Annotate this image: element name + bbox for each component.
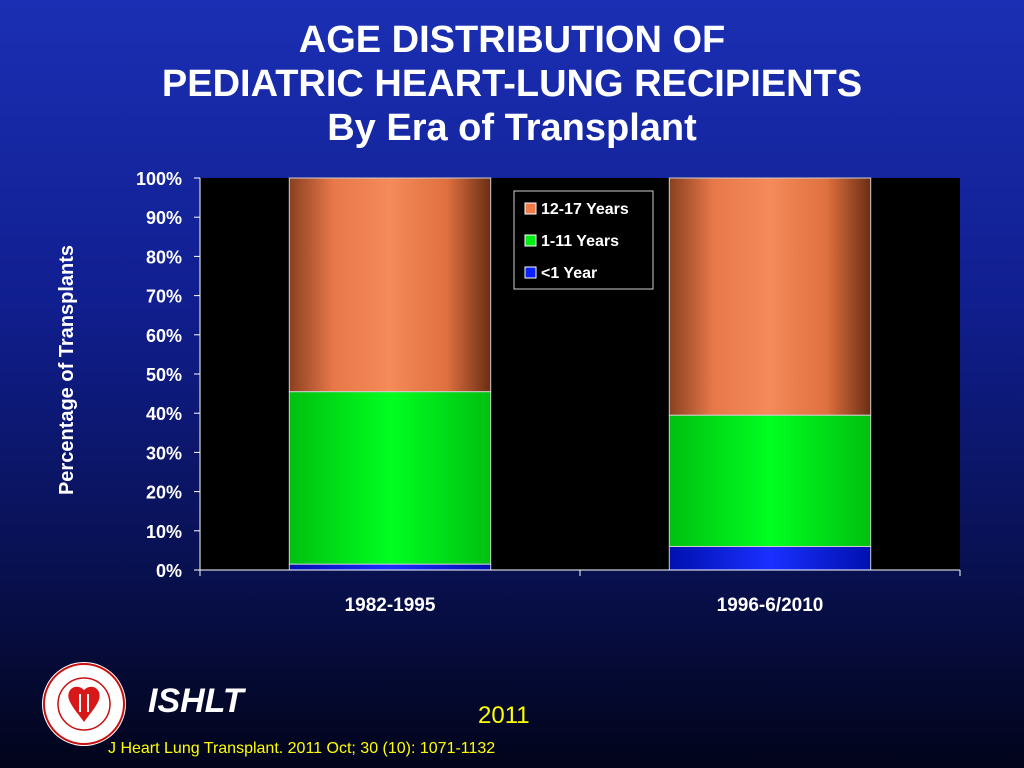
y-tick-label: 30% — [146, 443, 182, 463]
y-tick-label: 100% — [136, 169, 182, 189]
x-tick-label: 1982-1995 — [345, 595, 436, 616]
y-tick-label: 90% — [146, 208, 182, 228]
bar-segment-1-1-11-years — [288, 391, 492, 565]
y-tick-label: 10% — [146, 522, 182, 542]
y-tick-label: 20% — [146, 483, 182, 503]
title-line-3: By Era of Transplant — [327, 107, 697, 149]
title-line-2: PEDIATRIC HEART-LUNG RECIPIENTS — [161, 63, 863, 105]
legend-label: 12-17 Years — [541, 201, 629, 218]
y-tick-label: 0% — [156, 561, 182, 581]
y-tick-label: 40% — [146, 404, 182, 424]
legend: 12-17 Years 1-11 Years <1 Year — [513, 190, 654, 290]
legend-swatch — [524, 266, 537, 279]
ishlt-seal-icon — [42, 662, 126, 746]
y-tick-label: 80% — [146, 247, 182, 267]
legend-label: 1-11 Years — [541, 233, 619, 250]
legend-swatch — [524, 202, 537, 215]
legend-box — [513, 190, 654, 290]
y-tick-label: 50% — [146, 365, 182, 385]
legend-swatch — [524, 234, 537, 247]
stacked-bar-chart: 1982-1995 1996-6/2010 0% 10% 20% 30% 40% 50% 60… — [56, 169, 960, 616]
y-axis-label: Percentage of Transplants — [56, 245, 78, 495]
footer-brand: ISHLT — [148, 682, 244, 720]
legend-label: <1 Year — [541, 265, 597, 282]
bar-segment-2-1-11-years — [668, 414, 872, 547]
bar-segment-1--1-year — [288, 563, 492, 571]
footer-citation: J Heart Lung Transplant. 2011 Oct; 30 (1… — [108, 740, 496, 757]
footer-year: 2011 — [478, 702, 530, 729]
y-tick-label: 70% — [146, 287, 182, 307]
y-tick-label: 60% — [146, 326, 182, 346]
x-tick-label: 1996-6/2010 — [717, 595, 824, 616]
bar-segment-1-12-17-years — [288, 177, 492, 393]
chart-title: AGE DISTRIBUTION OF PEDIATRIC HEART-LUNG… — [0, 18, 1024, 150]
bar-segment-2-12-17-years — [668, 177, 872, 416]
title-line-1: AGE DISTRIBUTION OF — [298, 19, 726, 61]
bar-segment-2--1-year — [668, 545, 872, 571]
